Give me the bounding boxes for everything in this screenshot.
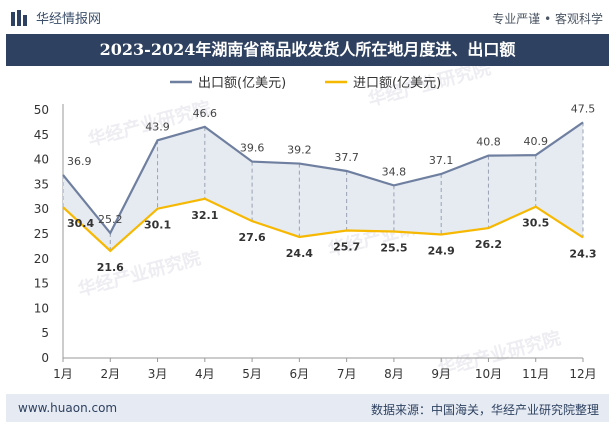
import-data-label: 30.5	[522, 217, 549, 230]
y-tick-label: 30	[34, 202, 49, 216]
export-series-line	[62, 121, 584, 236]
y-tick-label: 5	[41, 326, 49, 340]
y-tick-label: 25	[34, 227, 49, 241]
line-chart: 华经产业研究院华经产业研究院华经产业研究院华经产业研究院华经产业研究院05101…	[34, 66, 597, 381]
export-data-label: 43.9	[145, 120, 170, 133]
import-data-label: 30.4	[67, 217, 94, 230]
export-data-label: 37.1	[429, 154, 454, 167]
logo-icon	[11, 9, 27, 26]
import-data-label: 30.1	[144, 219, 171, 232]
y-tick-label: 45	[34, 128, 49, 142]
x-tick-label: 10月	[475, 367, 502, 381]
import-data-label: 25.5	[380, 242, 407, 255]
x-tick-label: 3月	[148, 367, 168, 381]
export-data-label: 46.6	[193, 107, 218, 120]
y-tick-label: 0	[41, 351, 49, 365]
slogan: 专业严谨 • 客观科学	[492, 12, 603, 26]
x-tick-label: 7月	[337, 367, 357, 381]
watermark-text: 华经产业研究院	[76, 247, 203, 301]
y-tick-label: 15	[34, 277, 49, 291]
legend-export-label: 出口额(亿美元)	[198, 76, 286, 91]
y-tick-label: 10	[34, 301, 49, 315]
import-data-label: 25.7	[333, 241, 360, 254]
title-bar: 2023-2024年湖南省商品收发货人所在地月度进、出口额	[6, 34, 609, 66]
x-tick-label: 4月	[195, 367, 215, 381]
area-between-series	[63, 122, 583, 251]
chart-title: 2023-2024年湖南省商品收发货人所在地月度进、出口额	[99, 40, 516, 59]
export-data-label: 34.8	[382, 165, 407, 178]
export-data-label: 36.9	[67, 155, 92, 168]
import-data-label: 24.3	[569, 247, 596, 260]
footer: www.huaon.com 数据来源：中国海关，华经产业研究院整理	[6, 394, 609, 422]
import-data-label: 24.4	[286, 247, 313, 260]
legend-import-label: 进口额(亿美元)	[353, 76, 441, 91]
x-tick-label: 12月	[569, 367, 596, 381]
export-data-label: 39.2	[287, 144, 312, 157]
y-tick-label: 35	[34, 177, 49, 191]
top-bar: 华经情报网 专业严谨 • 客观科学	[0, 0, 615, 34]
import-data-label: 27.6	[239, 231, 266, 244]
import-data-label: 24.9	[428, 244, 455, 257]
y-tick-label: 20	[34, 252, 49, 266]
import-data-label: 21.6	[97, 261, 124, 274]
y-tick-label: 40	[34, 153, 49, 167]
x-tick-label: 6月	[290, 367, 310, 381]
import-data-label: 26.2	[475, 238, 502, 251]
y-tick-label: 50	[34, 103, 49, 117]
export-data-label: 39.6	[240, 142, 265, 155]
website-link[interactable]: www.huaon.com	[18, 401, 118, 415]
export-data-label: 40.8	[476, 136, 501, 149]
brand[interactable]: 华经情报网	[10, 8, 101, 27]
x-tick-label: 8月	[384, 367, 404, 381]
export-data-label: 25.2	[98, 213, 123, 226]
import-data-label: 32.1	[191, 209, 218, 222]
data-source: 数据来源：中国海关，华经产业研究院整理	[370, 403, 599, 417]
export-data-label: 40.9	[523, 135, 548, 148]
export-data-label: 47.5	[571, 102, 596, 115]
import-series-line	[62, 197, 584, 253]
x-tick-label: 5月	[242, 367, 262, 381]
x-tick-label: 11月	[522, 367, 549, 381]
brand-name: 华经情报网	[36, 12, 102, 27]
x-tick-label: 2月	[100, 367, 120, 381]
x-tick-label: 9月	[431, 367, 451, 381]
x-tick-label: 1月	[53, 367, 73, 381]
export-data-label: 37.7	[334, 151, 359, 164]
